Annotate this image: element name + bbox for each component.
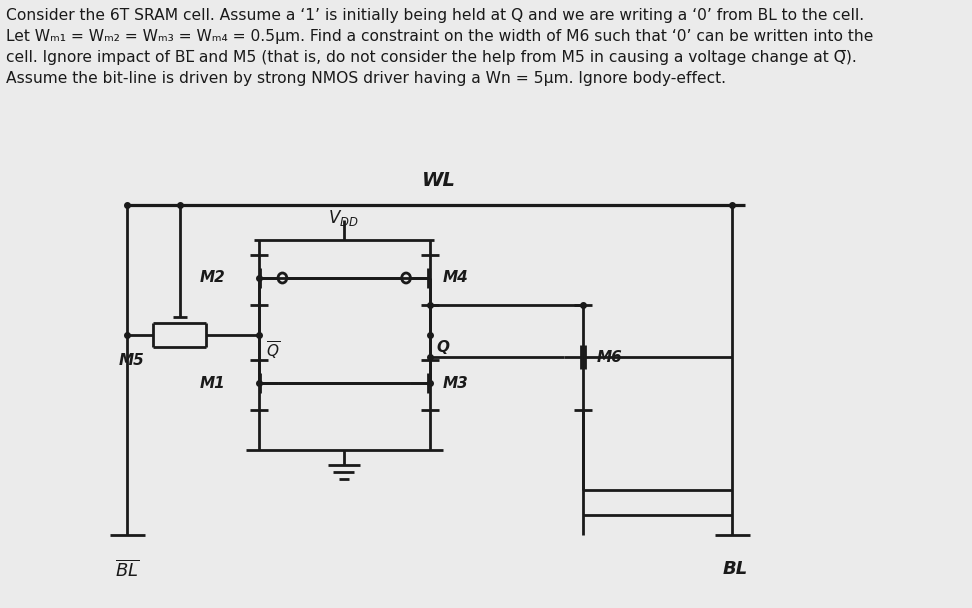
- Text: Assume the bit-line is driven by strong NMOS driver having a Wn = 5μm. Ignore bo: Assume the bit-line is driven by strong …: [6, 71, 726, 86]
- Text: $V_{DD}$: $V_{DD}$: [329, 208, 360, 228]
- Text: M5: M5: [119, 353, 145, 368]
- Text: cell. Ignore impact of BL̅ and M5 (that is, do not consider the help from M5 in : cell. Ignore impact of BL̅ and M5 (that …: [6, 50, 857, 65]
- Text: M4: M4: [443, 271, 469, 286]
- Text: Consider the 6T SRAM cell. Assume a ‘1’ is initially being held at Q and we are : Consider the 6T SRAM cell. Assume a ‘1’ …: [6, 8, 864, 23]
- Text: M6: M6: [597, 350, 622, 365]
- Text: $\overline{Q}$: $\overline{Q}$: [265, 340, 280, 362]
- Text: BL: BL: [722, 560, 747, 578]
- Text: M3: M3: [443, 376, 469, 390]
- Text: M2: M2: [199, 271, 226, 286]
- Text: Q: Q: [436, 340, 450, 355]
- Text: $\overline{BL}$: $\overline{BL}$: [115, 560, 139, 581]
- Text: M1: M1: [199, 376, 226, 390]
- Text: WL: WL: [422, 171, 456, 190]
- Text: Let Wₘ₁ = Wₘ₂ = Wₘ₃ = Wₘ₄ = 0.5μm. Find a constraint on the width of M6 such tha: Let Wₘ₁ = Wₘ₂ = Wₘ₃ = Wₘ₄ = 0.5μm. Find …: [6, 29, 874, 44]
